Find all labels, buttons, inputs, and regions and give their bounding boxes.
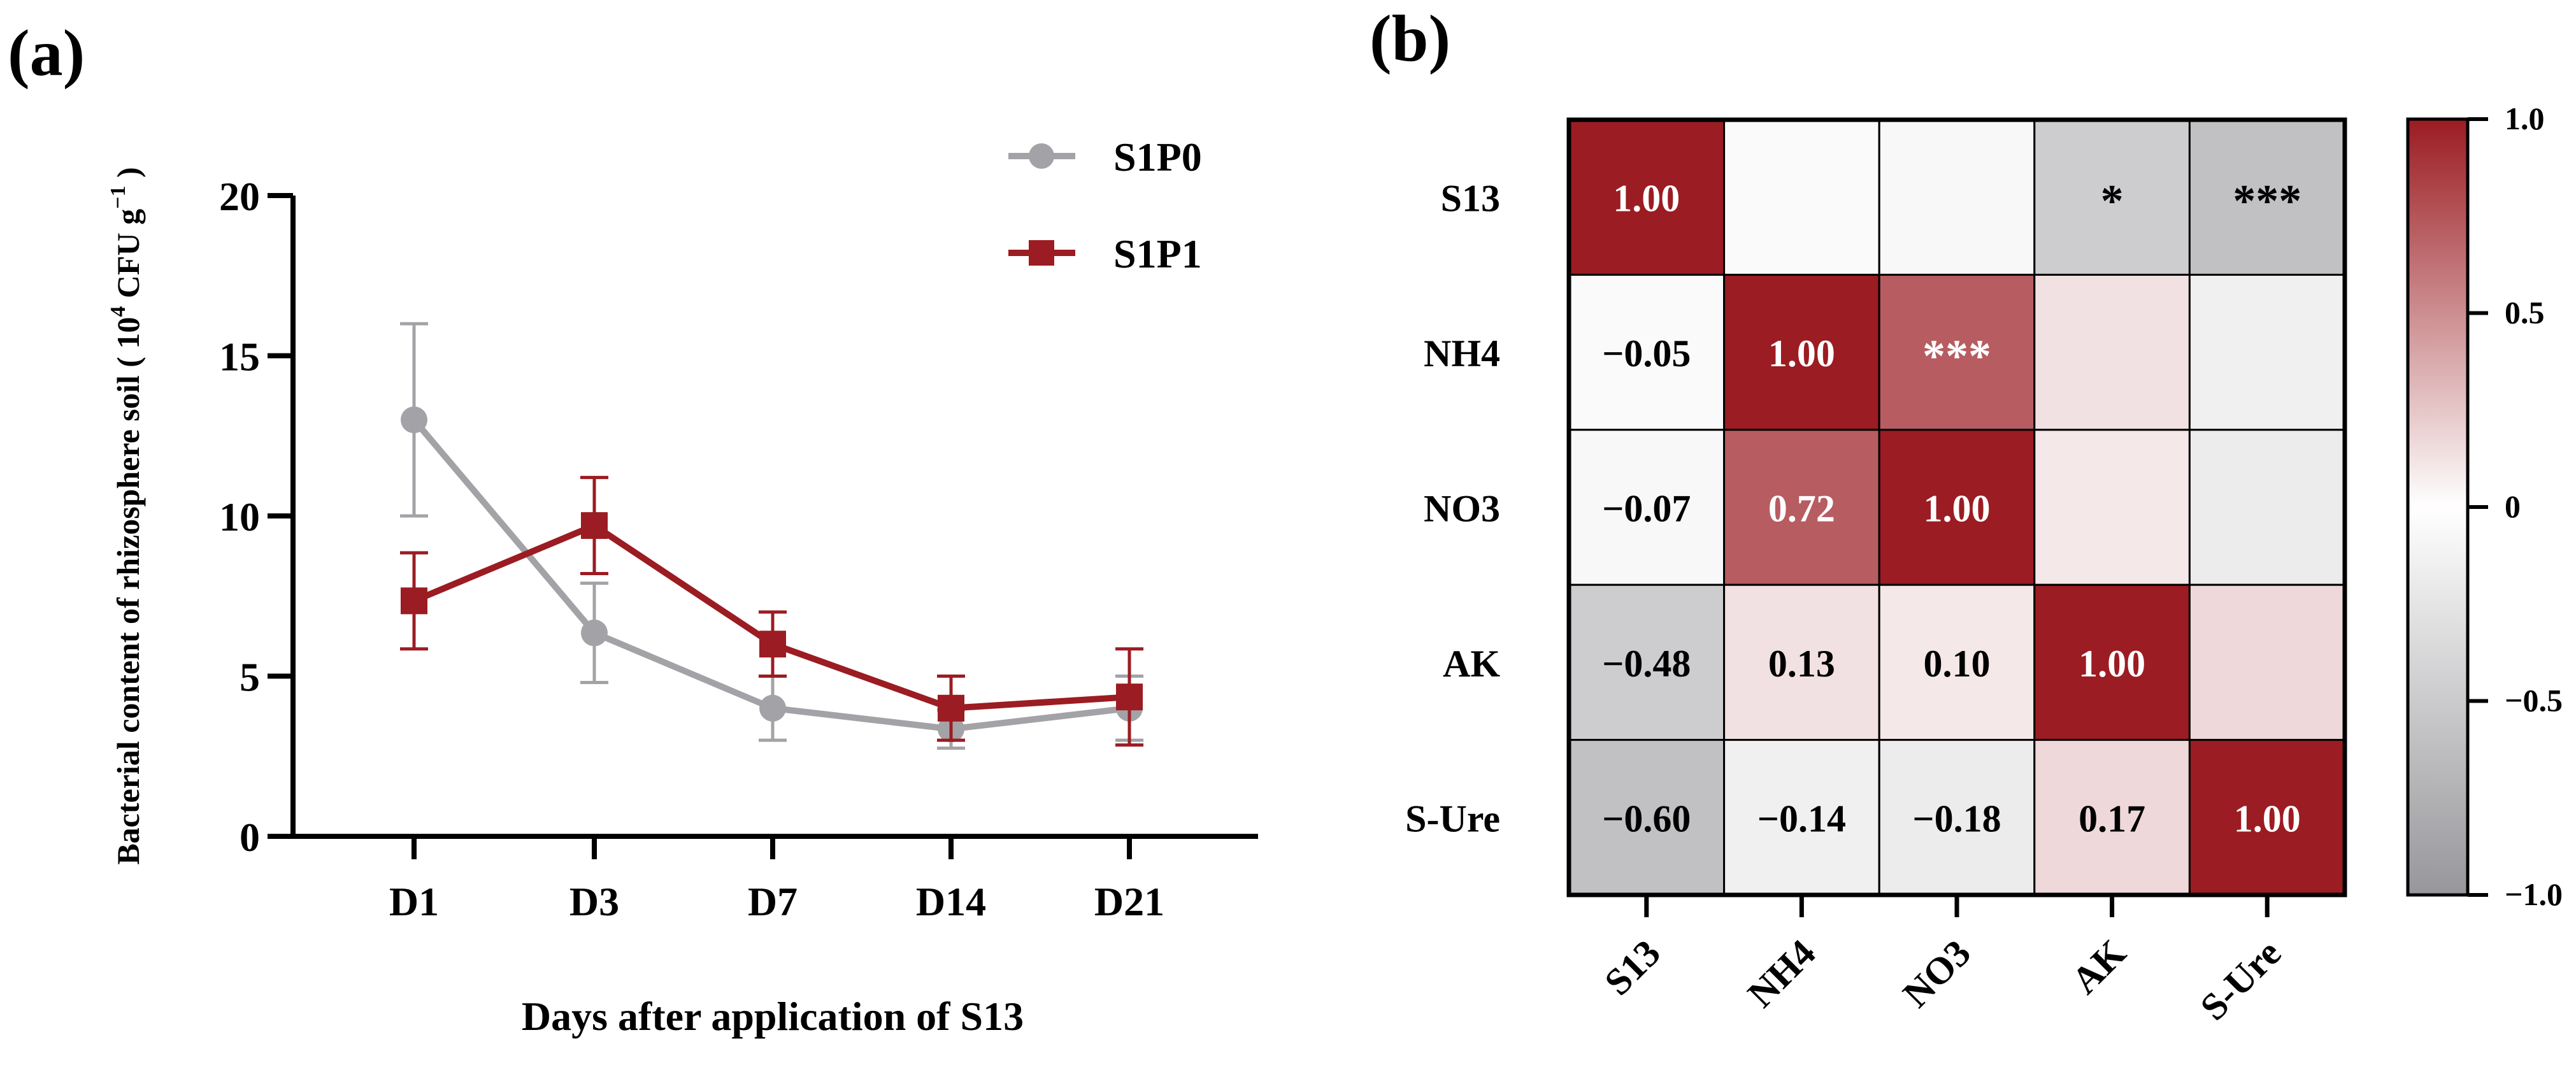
col-label-no3: NO3 — [1895, 932, 1979, 1016]
heatmap: 1.00 * ***−0.05 1.00 ***−0.07 0.72 1.00−0.48 0.… — [1405, 101, 2563, 1028]
cell-ak-s13 — [1568, 583, 1726, 741]
colorbar: 1.0 0.5 0 −0.5 −1.0 — [2406, 101, 2563, 912]
cell-no3-s-ure — [2188, 429, 2346, 586]
legend-marker-s1p0 — [1029, 143, 1054, 169]
cell-no3-nh4-label: 0.72 — [1768, 488, 1835, 530]
legend-item-s1p0: S1P0 — [1008, 134, 1202, 180]
row-label-s13: S13 — [1441, 178, 1500, 220]
col-label-s13: S13 — [1596, 932, 1668, 1004]
cell-s-ure-no3 — [1878, 739, 2036, 896]
cell-s-ure-s13 — [1568, 739, 1726, 896]
heatmap-cells: 1.00 * ***−0.05 1.00 ***−0.07 0.72 1.00−0.48 0.… — [1568, 118, 2346, 896]
point-s1p0-d3 — [581, 619, 608, 647]
row-label-ak: AK — [1443, 643, 1500, 685]
col-label-s-ure: S-Ure — [2192, 932, 2289, 1029]
x-ticks: D1 D3 D7 D14 D21 — [389, 836, 1164, 924]
colorbar-tick-label-4: −1.0 — [2505, 876, 2563, 912]
x-tick-label-d3: D3 — [569, 879, 619, 924]
cell-nh4-s-ure — [2188, 273, 2346, 431]
cell-no3-s13-label: −0.07 — [1602, 488, 1691, 530]
legend: S1P0 S1P1 — [1008, 134, 1202, 276]
cell-s13-ak-label: * — [2101, 176, 2124, 227]
cell-ak-s-ure — [2188, 583, 2346, 741]
cell-no3-no3-label: 1.00 — [1924, 488, 1991, 530]
row-labels: S13 NH4 NO3 AK S-Ure — [1405, 178, 1500, 840]
point-s1p0-d7 — [759, 694, 786, 722]
cell-s-ure-ak-label: 0.17 — [2079, 797, 2145, 840]
cell-ak-ak-label: 1.00 — [2079, 643, 2145, 685]
row-label-no3: NO3 — [1424, 488, 1500, 530]
x-tick-label-d1: D1 — [389, 879, 439, 924]
cell-s-ure-s13-label: −0.60 — [1602, 797, 1691, 840]
point-s1p1-d3 — [581, 512, 608, 540]
legend-marker-s1p1 — [1029, 240, 1054, 266]
cell-nh4-ak — [2033, 273, 2191, 431]
series-s1p1 — [400, 476, 1143, 747]
point-s1p1-d21 — [1116, 683, 1143, 711]
cell-ak-s13-label: −0.48 — [1602, 643, 1691, 685]
cell-no3-ak — [2033, 429, 2191, 586]
cell-nh4-no3 — [1878, 273, 2036, 431]
y-tick-label-20: 20 — [219, 174, 260, 219]
point-s1p1-d14 — [938, 694, 964, 722]
colorbar-tick-label-0: 1.0 — [2505, 101, 2545, 136]
colorbar-tick-label-3: −0.5 — [2505, 683, 2563, 718]
x-axis-title: Days after application of S13 — [522, 994, 1024, 1039]
cell-ak-nh4-label: 0.13 — [1768, 643, 1835, 685]
line-chart: 0 5 10 15 20 D1 D3 D7 D14 D21 Days after applica… — [106, 134, 1258, 1039]
cell-s-ure-nh4-label: −0.14 — [1757, 797, 1846, 840]
cell-ak-no3 — [1878, 583, 2036, 741]
cell-ak-no3-label: 0.10 — [1924, 643, 1991, 685]
cell-s13-s-ure-label: *** — [2233, 176, 2301, 227]
series-group — [400, 322, 1143, 750]
cell-no3-nh4 — [1723, 429, 1880, 586]
series-s1p0 — [400, 322, 1143, 750]
y-title-mid: CFU g — [110, 209, 146, 306]
y-tick-label-10: 10 — [219, 494, 260, 540]
cell-s13-s13-label: 1.00 — [1613, 178, 1680, 220]
x-tick-label-d14: D14 — [916, 879, 986, 924]
cell-s-ure-no3-label: −0.18 — [1912, 797, 2001, 840]
colorbar-tick-label-2: 0 — [2505, 489, 2521, 524]
col-label-nh4: NH4 — [1740, 932, 1824, 1016]
y-title-end: ) — [110, 167, 146, 185]
colorbar-tick-label-1: 0.5 — [2505, 295, 2545, 331]
point-s1p1-d1 — [401, 587, 427, 615]
panel-label-b: (b) — [1370, 2, 1450, 75]
y-title-exp1: 4 — [106, 306, 130, 317]
y-tick-label-0: 0 — [240, 815, 260, 860]
y-axis-title: Bacterial content of rhizosphere soil ( … — [106, 167, 146, 864]
legend-label-s1p1: S1P1 — [1113, 231, 1202, 276]
colorbar-gradient — [2406, 117, 2470, 897]
y-title-exp2: −1 — [106, 185, 130, 208]
legend-item-s1p1: S1P1 — [1008, 231, 1202, 276]
cell-s13-nh4 — [1723, 118, 1880, 276]
row-label-s-ure: S-Ure — [1405, 797, 1500, 840]
panel-label-a: (a) — [8, 17, 85, 90]
cell-nh4-no3-label: *** — [1922, 331, 1991, 382]
y-tick-label-5: 5 — [240, 655, 260, 700]
row-label-nh4: NH4 — [1424, 332, 1500, 375]
cell-s13-ak — [2033, 118, 2191, 276]
col-labels: S13 NH4 NO3 AK S-Ure — [1596, 895, 2289, 1028]
col-label-ak: AK — [2063, 931, 2134, 1002]
cell-nh4-nh4-label: 1.00 — [1768, 332, 1835, 375]
x-tick-label-d7: D7 — [748, 879, 798, 924]
cell-s-ure-s-ure-label: 1.00 — [2234, 797, 2301, 840]
y-tick-label-15: 15 — [219, 334, 260, 380]
point-s1p1-d7 — [759, 631, 786, 658]
cell-ak-ak — [2033, 583, 2191, 741]
cell-nh4-s13-label: −0.05 — [1602, 332, 1691, 375]
legend-label-s1p0: S1P0 — [1113, 134, 1202, 180]
cell-s13-no3 — [1878, 118, 2036, 276]
point-s1p0-d1 — [401, 406, 427, 434]
cell-nh4-nh4 — [1723, 273, 1880, 431]
x-tick-label-d21: D21 — [1094, 879, 1164, 924]
y-ticks: 0 5 10 15 20 — [219, 174, 293, 860]
y-title-main: Bacterial content of rhizosphere soil ( … — [110, 317, 146, 865]
cell-nh4-s13 — [1568, 273, 1726, 431]
